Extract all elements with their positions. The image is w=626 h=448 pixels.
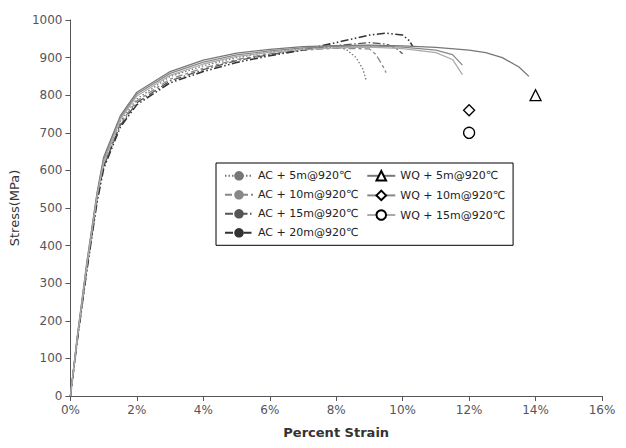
svg-text:WQ + 15m@920℃: WQ + 15m@920℃: [400, 209, 505, 222]
svg-text:WQ + 10m@920℃: WQ + 10m@920℃: [400, 189, 505, 202]
svg-text:AC + 15m@920℃: AC + 15m@920℃: [258, 207, 358, 220]
svg-text:12%: 12%: [456, 403, 483, 417]
svg-text:400: 400: [40, 239, 63, 253]
svg-text:AC + 5m@920℃: AC + 5m@920℃: [258, 169, 351, 182]
svg-text:WQ + 5m@920℃: WQ + 5m@920℃: [400, 169, 498, 182]
svg-text:500: 500: [40, 201, 63, 215]
svg-text:1000: 1000: [32, 13, 63, 27]
svg-text:16%: 16%: [589, 403, 616, 417]
svg-text:0%: 0%: [61, 403, 80, 417]
svg-text:100: 100: [40, 351, 63, 365]
svg-text:AC + 20m@920℃: AC + 20m@920℃: [258, 226, 358, 239]
svg-text:Percent Strain: Percent Strain: [283, 425, 389, 440]
svg-text:0: 0: [55, 389, 63, 403]
svg-text:Stress(MPa): Stress(MPa): [7, 170, 22, 247]
svg-text:2%: 2%: [127, 403, 146, 417]
svg-text:14%: 14%: [522, 403, 549, 417]
svg-text:900: 900: [40, 51, 63, 65]
svg-text:10%: 10%: [389, 403, 416, 417]
svg-text:8%: 8%: [327, 403, 346, 417]
svg-text:700: 700: [40, 126, 63, 140]
svg-text:300: 300: [40, 276, 63, 290]
svg-text:6%: 6%: [260, 403, 279, 417]
svg-text:AC + 10m@920℃: AC + 10m@920℃: [258, 188, 358, 201]
svg-text:4%: 4%: [194, 403, 213, 417]
svg-text:600: 600: [40, 163, 63, 177]
svg-text:800: 800: [40, 88, 63, 102]
svg-text:200: 200: [40, 314, 63, 328]
